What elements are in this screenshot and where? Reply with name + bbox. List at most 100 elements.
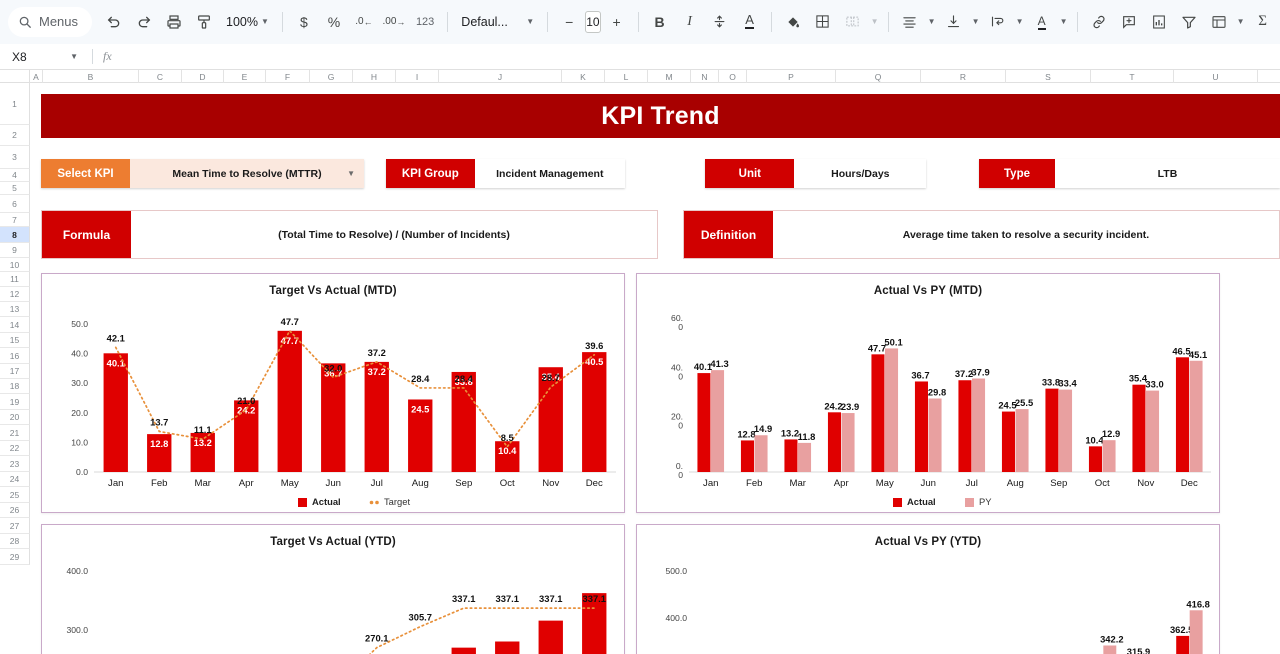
column-header-H[interactable]: H: [353, 70, 396, 83]
row-header-19[interactable]: 19: [0, 394, 30, 410]
vertical-align-button[interactable]: [940, 8, 968, 36]
row-header-13[interactable]: 13: [0, 302, 30, 317]
menus-button[interactable]: Menus: [8, 6, 93, 37]
column-header-M[interactable]: M: [648, 70, 691, 83]
borders-button[interactable]: [809, 8, 837, 36]
column-header-Q[interactable]: Q: [836, 70, 921, 83]
merge-cells-dropdown[interactable]: ▼: [869, 8, 881, 36]
insert-link-button[interactable]: [1085, 8, 1113, 36]
text-color-button[interactable]: A: [736, 8, 764, 36]
column-header-J[interactable]: J: [439, 70, 562, 83]
select-all-corner[interactable]: [0, 70, 30, 82]
sum-button[interactable]: Σ: [1249, 8, 1277, 36]
column-header-N[interactable]: N: [691, 70, 719, 83]
select-kpi-field[interactable]: Select KPI Mean Time to Resolve (MTTR) ▼: [41, 159, 364, 188]
row-header-12[interactable]: 12: [0, 287, 30, 302]
column-header-G[interactable]: G: [310, 70, 353, 83]
row-header-21[interactable]: 21: [0, 425, 30, 441]
zoom-selector[interactable]: 100% ▼: [220, 8, 275, 36]
row-header-2[interactable]: 2: [0, 125, 30, 146]
name-box[interactable]: X8 ▼: [0, 44, 92, 69]
increase-font-size-button[interactable]: +: [603, 8, 631, 36]
column-header-B[interactable]: B: [43, 70, 139, 83]
percent-format-button[interactable]: %: [320, 8, 348, 36]
undo-button[interactable]: [100, 8, 128, 36]
row-header-8[interactable]: 8: [0, 227, 30, 243]
font-size-input[interactable]: 10: [585, 10, 601, 33]
insert-chart-button[interactable]: [1145, 8, 1173, 36]
text-wrap-button[interactable]: [984, 8, 1012, 36]
chevron-down-icon[interactable]: ▼: [347, 169, 355, 178]
sheet-canvas[interactable]: KPI Trend Select KPI Mean Time to Resolv…: [30, 83, 1280, 654]
kpi-info-row: Formula (Total Time to Resolve) / (Numbe…: [41, 210, 1280, 259]
column-header-R[interactable]: R: [921, 70, 1006, 83]
row-header-26[interactable]: 26: [0, 503, 30, 518]
increase-decimal-button[interactable]: .00 →: [380, 8, 408, 36]
chart-target-vs-actual-ytd[interactable]: Target Vs Actual (YTD) 200.0300.0400.082…: [41, 524, 625, 654]
paint-format-button[interactable]: [190, 8, 218, 36]
column-header-E[interactable]: E: [224, 70, 266, 83]
bold-button[interactable]: B: [646, 8, 674, 36]
text-wrap-dropdown[interactable]: ▼: [1014, 8, 1026, 36]
insert-comment-button[interactable]: [1115, 8, 1143, 36]
column-header-F[interactable]: F: [266, 70, 310, 83]
redo-button[interactable]: [130, 8, 158, 36]
row-header-7[interactable]: 7: [0, 213, 30, 227]
chart-actual-vs-py-ytd[interactable]: Actual Vs PY (YTD) 200.0300.0400.0500.04…: [636, 524, 1220, 654]
row-header-17[interactable]: 17: [0, 364, 30, 379]
fill-color-button[interactable]: [779, 8, 807, 36]
row-header-22[interactable]: 22: [0, 441, 30, 456]
horizontal-align-button[interactable]: [896, 8, 924, 36]
row-header-24[interactable]: 24: [0, 472, 30, 487]
column-header-I[interactable]: I: [396, 70, 439, 83]
column-header-T[interactable]: T: [1091, 70, 1174, 83]
font-family-selector[interactable]: Defaul... ▼: [455, 8, 540, 36]
column-header-V[interactable]: V: [1258, 70, 1280, 83]
column-header-K[interactable]: K: [562, 70, 605, 83]
column-header-O[interactable]: O: [719, 70, 747, 83]
functions-button[interactable]: [1205, 8, 1233, 36]
vertical-align-dropdown[interactable]: ▼: [970, 8, 982, 36]
italic-button[interactable]: I: [676, 8, 704, 36]
column-header-D[interactable]: D: [182, 70, 224, 83]
horizontal-align-dropdown[interactable]: ▼: [926, 8, 938, 36]
column-header-S[interactable]: S: [1006, 70, 1091, 83]
print-button[interactable]: [160, 8, 188, 36]
functions-dropdown[interactable]: ▼: [1235, 8, 1247, 36]
row-header-10[interactable]: 10: [0, 258, 30, 272]
decrease-font-size-button[interactable]: −: [555, 8, 583, 36]
row-header-1[interactable]: 1: [0, 83, 30, 125]
select-kpi-value[interactable]: Mean Time to Resolve (MTTR) ▼: [130, 159, 364, 188]
row-header-18[interactable]: 18: [0, 379, 30, 394]
row-header-15[interactable]: 15: [0, 333, 30, 348]
row-header-14[interactable]: 14: [0, 317, 30, 333]
column-header-L[interactable]: L: [605, 70, 648, 83]
text-rotation-button[interactable]: A: [1028, 8, 1056, 36]
row-header-27[interactable]: 27: [0, 518, 30, 534]
row-header-29[interactable]: 29: [0, 549, 30, 565]
chart-target-vs-actual-mtd[interactable]: Target Vs Actual (MTD) 0.0 10.0 20.0 30.0 40…: [41, 273, 625, 513]
column-header-P[interactable]: P: [747, 70, 836, 83]
column-header-C[interactable]: C: [139, 70, 182, 83]
row-header-25[interactable]: 25: [0, 487, 30, 503]
merge-cells-button[interactable]: [839, 8, 867, 36]
column-header-A[interactable]: A: [30, 70, 43, 83]
row-header-3[interactable]: 3: [0, 146, 30, 169]
chart-actual-vs-py-mtd[interactable]: Actual Vs PY (MTD) 0. 0 20. 0 40. 0 60. 0 40.1 12…: [636, 273, 1220, 513]
row-header-11[interactable]: 11: [0, 272, 30, 287]
row-header-20[interactable]: 20: [0, 410, 30, 425]
row-header-28[interactable]: 28: [0, 534, 30, 549]
text-rotation-dropdown[interactable]: ▼: [1058, 8, 1070, 36]
row-header-23[interactable]: 23: [0, 456, 30, 472]
filter-button[interactable]: [1175, 8, 1203, 36]
row-header-16[interactable]: 16: [0, 348, 30, 364]
column-header-U[interactable]: U: [1174, 70, 1258, 83]
strikethrough-button[interactable]: [706, 8, 734, 36]
more-formats-button[interactable]: 123: [410, 8, 440, 36]
row-header-9[interactable]: 9: [0, 243, 30, 258]
currency-format-button[interactable]: $: [290, 8, 318, 36]
row-header-5[interactable]: 5: [0, 182, 30, 195]
decrease-decimal-button[interactable]: .0 ←: [350, 8, 378, 36]
row-header-6[interactable]: 6: [0, 195, 30, 213]
row-header-4[interactable]: 4: [0, 169, 30, 182]
